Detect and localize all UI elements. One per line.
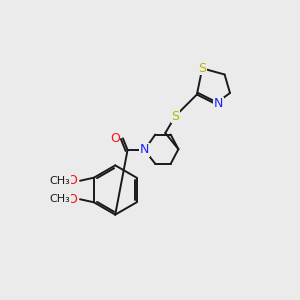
Text: O: O — [67, 174, 77, 187]
Text: O: O — [110, 132, 120, 145]
Text: O: O — [67, 193, 77, 206]
Text: CH₃: CH₃ — [49, 176, 70, 186]
Text: N: N — [140, 143, 149, 157]
Text: S: S — [198, 62, 206, 75]
Text: N: N — [214, 97, 223, 110]
Text: S: S — [171, 110, 179, 123]
Text: CH₃: CH₃ — [49, 194, 70, 204]
